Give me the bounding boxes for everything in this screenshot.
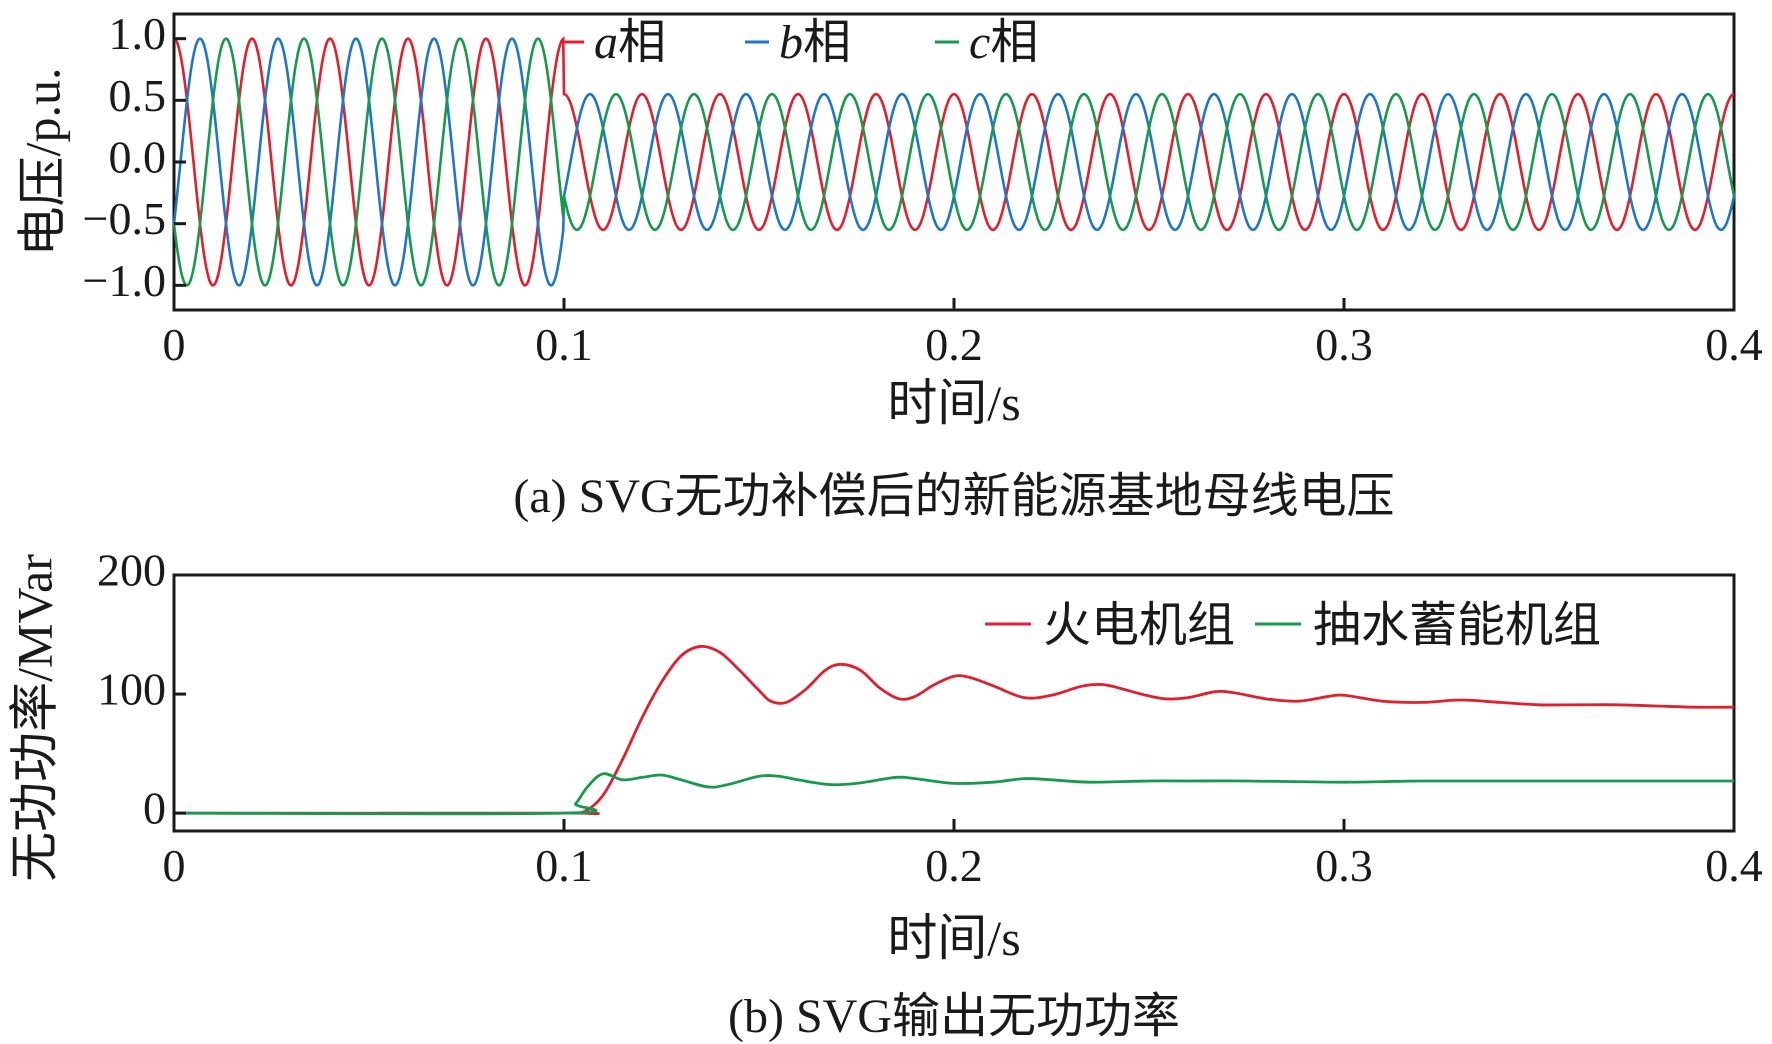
- xtick-label: 0.3: [1315, 840, 1373, 891]
- ytick-label: 0.5: [109, 70, 167, 121]
- legend-phase-suffix: 相: [803, 16, 851, 69]
- xtick-label: 0.1: [535, 840, 593, 891]
- xlabel-a: 时间/s: [887, 375, 1020, 431]
- voltage-series-c: [172, 37, 1736, 287]
- ylabel-a: 电压/p.u.: [14, 68, 70, 257]
- legend-b: 火电机组 抽水蓄能机组: [985, 599, 1601, 652]
- caption-a: (a) SVG无功补偿后的新能源基地母线电压: [513, 470, 1394, 523]
- xlabel-b: 时间/s: [887, 910, 1020, 966]
- legend-phase-letter: b: [779, 16, 803, 69]
- legend-label: a相: [594, 16, 666, 69]
- series-group-a: [172, 35, 1736, 287]
- series-group-b: [173, 644, 1735, 816]
- voltage-series-a: [173, 35, 1735, 287]
- voltage-series-b: [172, 37, 1736, 287]
- legend-phase-letter: c: [969, 16, 990, 69]
- chart-b: 0 0.1 0.2 0.3 0.4 200 100 0 火电机组 抽水蓄能机组 无功功率/MVa…: [6, 545, 1762, 1043]
- xtick-label: 0.4: [1705, 840, 1763, 891]
- legend-phase-suffix: 相: [990, 16, 1038, 69]
- ytick-label: −0.5: [83, 193, 166, 244]
- legend-label: 抽水蓄能机组: [1313, 599, 1601, 652]
- xtick-label: 0.1: [535, 319, 593, 370]
- ticks-a: 0 0.1 0.2 0.3 0.4 1.0 0.5 0.0 −0.5 −1.0: [83, 8, 1763, 370]
- ylabel-b: 无功功率/MVar: [6, 554, 62, 882]
- legend-label: c相: [969, 16, 1038, 69]
- legend-a: a相 b相 c相: [560, 16, 1038, 69]
- ticks-b: 0 0.1 0.2 0.3 0.4 200 100 0: [97, 545, 1763, 891]
- xtick-label: 0: [163, 840, 186, 891]
- power-series-0: [173, 644, 1735, 816]
- legend-label: 火电机组: [1043, 599, 1235, 652]
- xtick-label: 0: [163, 319, 186, 370]
- caption-b: (b) SVG输出无功功率: [728, 990, 1180, 1043]
- ytick-label: 100: [97, 664, 166, 715]
- power-series-1: [173, 772, 1734, 816]
- legend-label: b相: [779, 16, 851, 69]
- xtick-label: 0.3: [1315, 319, 1373, 370]
- ytick-label: 0.0: [109, 132, 167, 183]
- xtick-label: 0.2: [925, 840, 983, 891]
- xtick-label: 0.2: [925, 319, 983, 370]
- ytick-label: 1.0: [109, 8, 167, 59]
- plot-frame-a: [172, 12, 1736, 312]
- chart-a: 0 0.1 0.2 0.3 0.41.00.50.0−0.5−1.0 a相 b相 c相 电压…: [14, 8, 1762, 523]
- legend-phase-letter: a: [594, 16, 618, 69]
- ytick-label: 200: [97, 545, 166, 596]
- ytick-label: 0: [143, 783, 166, 834]
- ytick-label: −1.0: [83, 255, 166, 306]
- xtick-label: 0.4: [1705, 319, 1763, 370]
- legend-phase-suffix: 相: [618, 16, 666, 69]
